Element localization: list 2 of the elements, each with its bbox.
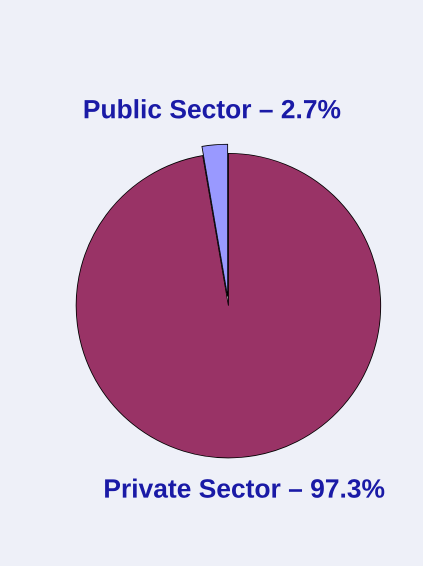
slice-label: Private Sector – 97.3% xyxy=(105,478,384,498)
slice-label: Public Sector – 2.7% xyxy=(84,99,340,119)
